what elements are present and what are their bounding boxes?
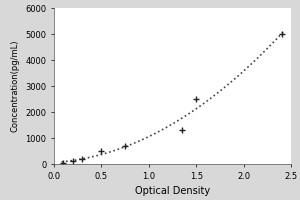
Y-axis label: Concentration(pg/mL): Concentration(pg/mL) <box>11 40 20 132</box>
X-axis label: Optical Density: Optical Density <box>135 186 210 196</box>
